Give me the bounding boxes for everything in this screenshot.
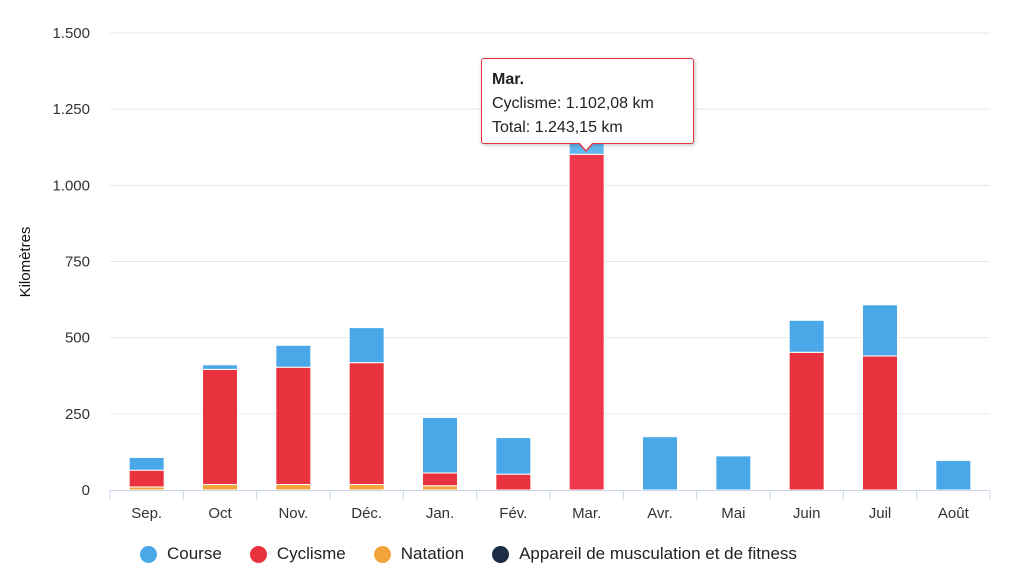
x-tick-label: Sep. (131, 505, 162, 522)
legend-dot-icon (492, 545, 510, 563)
legend-label: Course (167, 544, 222, 563)
bars (128, 110, 972, 491)
bar-cyclisme[interactable] (275, 366, 312, 486)
x-tick-label: Nov. (278, 505, 308, 522)
bar-cyclisme[interactable] (788, 351, 825, 491)
legend-item-appareil[interactable]: Appareil de musculation et de fitness (492, 544, 797, 564)
x-tick-label: Déc. (351, 505, 382, 522)
bar-cyclisme[interactable] (348, 362, 385, 486)
x-tick-label: Mai (721, 505, 745, 522)
legend-label: Appareil de musculation et de fitness (519, 544, 797, 563)
bar-cyclisme[interactable] (128, 469, 165, 488)
legend-dot-icon (140, 545, 157, 563)
bar-natation[interactable] (202, 484, 238, 491)
x-tick-label: Août (938, 505, 970, 522)
x-tick-label: Mar. (572, 505, 601, 522)
legend-label: Natation (400, 544, 465, 563)
bar-natation[interactable] (422, 485, 458, 491)
bar-course[interactable] (715, 455, 752, 491)
y-tick-label: 1.000 (52, 177, 90, 194)
bar-cyclisme[interactable] (422, 472, 458, 487)
tooltip: Mar. Cyclisme: 1.102,08 km Total: 1.243,… (481, 58, 694, 144)
bar-course[interactable] (128, 456, 165, 471)
bar-cyclisme[interactable] (568, 153, 605, 491)
x-tick-label: Fév. (499, 505, 527, 522)
legend-item-course[interactable]: Course (140, 544, 222, 564)
tooltip-title: Mar. (492, 71, 525, 88)
x-tick-label: Oct (208, 505, 232, 522)
legend-dot-icon (249, 545, 267, 563)
legend-label: Cyclisme (276, 544, 346, 563)
tooltip-total: Total: 1.243,15 km (492, 119, 623, 136)
y-axis-title: Kilomètres (17, 227, 34, 298)
tooltip-cyclisme: Cyclisme: 1.102,08 km (492, 95, 654, 112)
y-tick-label: 1.500 (52, 25, 90, 42)
bar-course[interactable] (642, 436, 678, 491)
legend-item-natation[interactable]: Natation (373, 544, 465, 564)
bar-cyclisme[interactable] (862, 355, 898, 491)
bar-course[interactable] (788, 319, 825, 353)
x-tick-label: Avr. (647, 505, 673, 522)
bar-course[interactable] (862, 304, 898, 357)
bar-course[interactable] (275, 344, 312, 368)
x-tick-label: Juin (793, 505, 821, 522)
x-axis: Sep. Oct Nov. Déc. Jan. Fév. Mar. Avr. Mai Juin Ju… (109, 490, 991, 522)
y-tick-label: 750 (65, 254, 90, 271)
bar-natation[interactable] (348, 484, 385, 491)
legend-item-cyclisme[interactable]: Cyclisme (249, 544, 346, 564)
bar-course[interactable] (348, 327, 385, 364)
y-tick-label: 0 (82, 482, 90, 499)
x-tick-label: Juil (869, 505, 892, 522)
legend-dot-icon (373, 545, 391, 563)
bar-course[interactable] (495, 437, 532, 475)
y-tick-label: 500 (65, 330, 90, 347)
legend: Course Cyclisme Natation Appareil de muscul… (140, 544, 797, 564)
bar-cyclisme[interactable] (495, 473, 532, 491)
y-tick-label: 1.250 (52, 101, 90, 118)
x-tick-label: Jan. (426, 505, 454, 522)
bar-course[interactable] (422, 416, 458, 474)
bar-cyclisme[interactable] (202, 368, 238, 486)
bar-natation[interactable] (275, 484, 312, 491)
bar-course[interactable] (935, 459, 972, 491)
y-axis: 0 250 500 750 1.000 1.250 1.500 (52, 25, 90, 499)
tooltip-arrow-inner (579, 142, 593, 150)
y-tick-label: 250 (65, 406, 90, 423)
bar-course[interactable] (202, 364, 238, 370)
